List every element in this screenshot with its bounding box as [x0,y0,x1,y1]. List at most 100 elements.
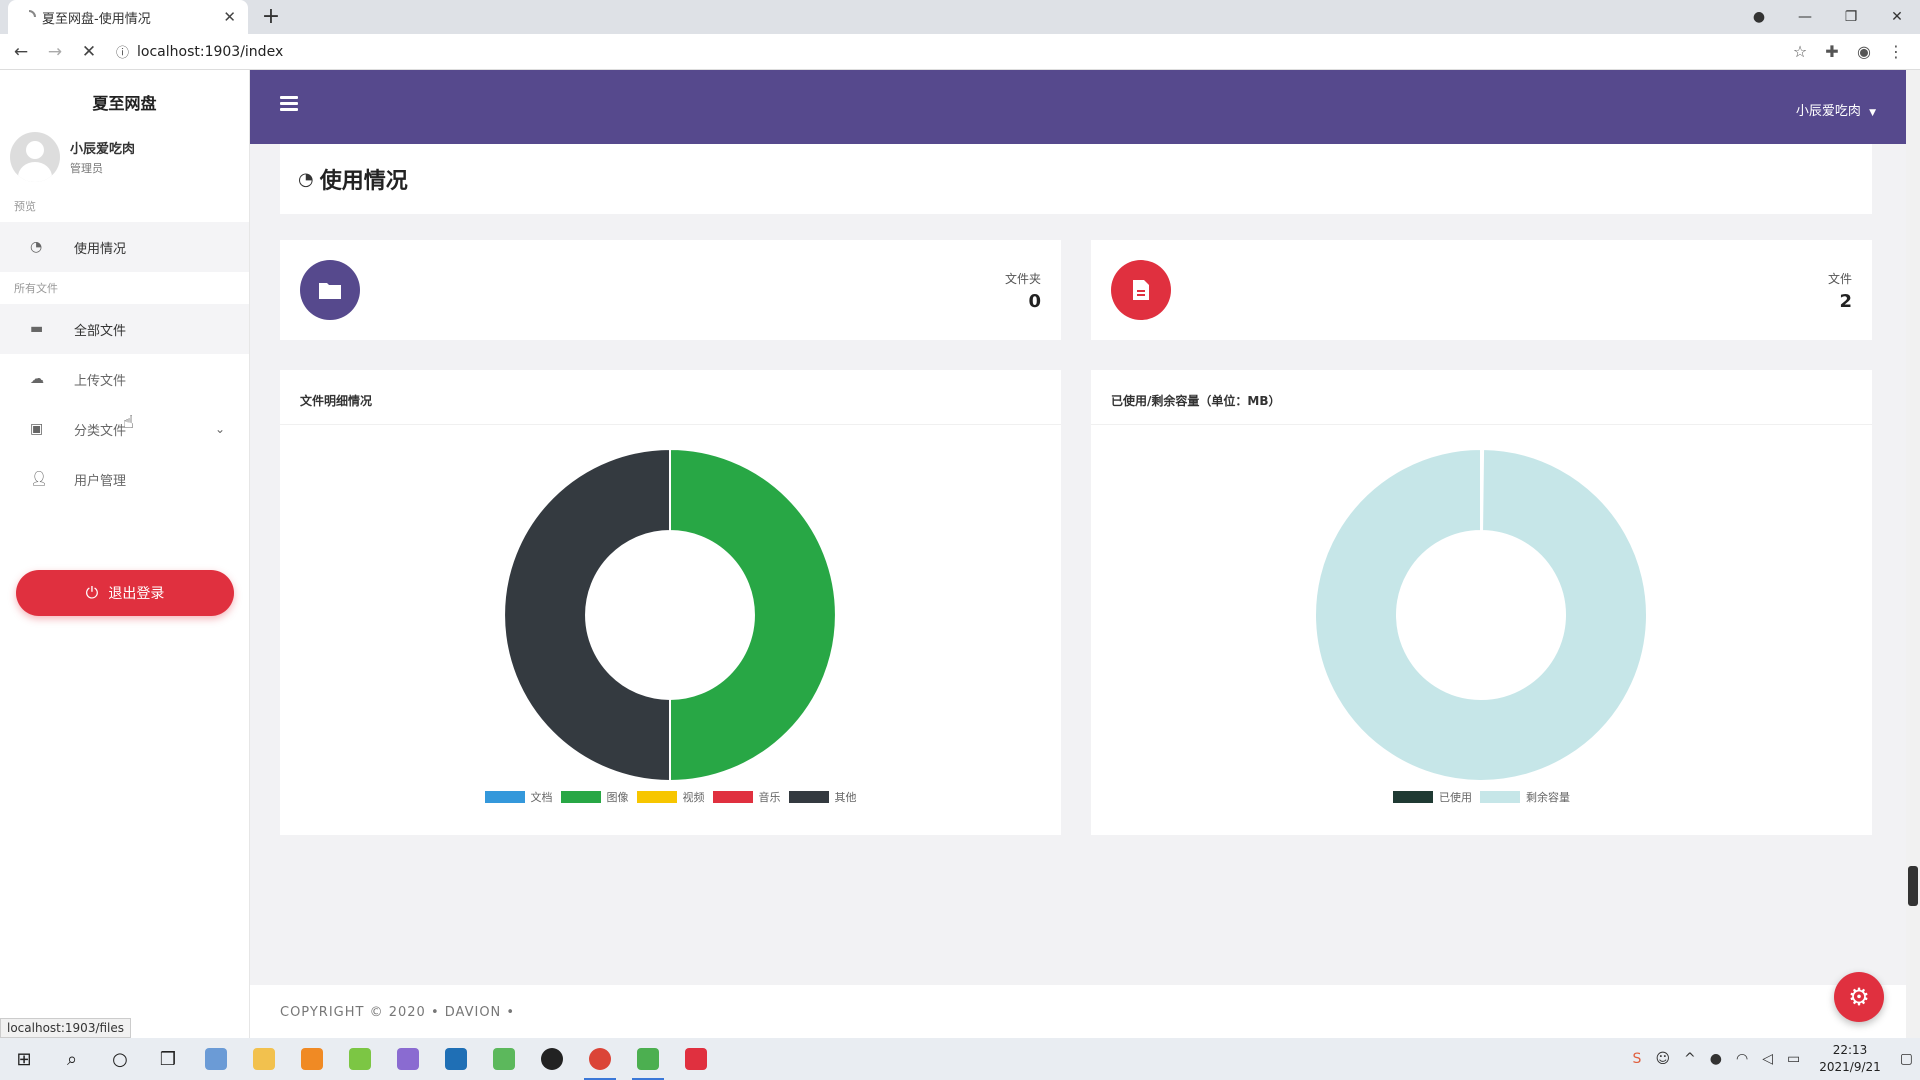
app-icon[interactable] [336,1038,384,1080]
legend-item[interactable]: 已使用 [1393,789,1472,805]
sidebar-item-label: 分类文件 [74,423,127,439]
keyboard-icon[interactable]: ▭ [1787,1051,1801,1067]
back-icon[interactable]: ← [13,41,29,62]
folder-icon [300,260,360,320]
logout-icon: ⏻ [85,583,99,602]
loading-icon [28,10,36,18]
logout-label: 退出登录 [108,586,165,602]
close-window-icon[interactable]: ✕ [1891,9,1903,25]
settings-gear-button[interactable]: ⚙ [1834,972,1884,1022]
capacity-donut-chart [1314,447,1648,782]
new-tab-button[interactable]: + [261,4,281,29]
page-header: ◔ 使用情况 [280,144,1872,214]
folder-icon: ▬ [30,321,44,337]
legend-label: 其他 [834,791,857,804]
capacity-chart-card: 已使用/剩余容量（单位：MB） 已使用 剩余容量 [1091,370,1872,835]
bookmark-star-icon[interactable]: ☆ [1792,42,1808,61]
app-icon[interactable] [288,1038,336,1080]
chart-legend: 文档 图像 视频 音乐 其他 [280,789,1061,805]
legend-swatch [484,791,525,803]
legend-item[interactable]: 文档 [484,789,553,805]
file-icon [1111,260,1171,320]
sidebar-item-users[interactable]: 👤︎ 用户管理 [0,454,249,504]
legend-item[interactable]: 剩余容量 [1480,789,1570,805]
qq-icon[interactable] [528,1038,576,1080]
chart-title: 文件明细情况 [280,370,1061,425]
legend-item[interactable]: 其他 [788,789,857,805]
stat-label: 文件 [1827,272,1852,286]
search-icon[interactable]: ⌕ [66,1048,78,1070]
sidebar-item-label: 全部文件 [74,323,127,339]
pie-slice-图像[interactable] [669,447,837,783]
logout-button[interactable]: ⏻ 退出登录 [16,570,234,616]
url-field[interactable]: ⓘ localhost:1903/index [116,38,1784,66]
caret-down-icon: ▼ [1869,108,1876,118]
restore-icon[interactable]: ❐ [1844,9,1858,25]
sidebar-item-upload[interactable]: ☁ 上传文件 [0,354,249,404]
browser-tabbar: 夏至网盘-使用情况 ✕ + ● — ❐ ✕ [0,0,1920,34]
people-icon[interactable]: ☺ [1655,1051,1671,1067]
browser-tab[interactable]: 夏至网盘-使用情况 ✕ [8,0,248,34]
legend-label: 音乐 [758,791,781,804]
chart-legend: 已使用 剩余容量 [1091,789,1872,805]
site-info-icon[interactable]: ⓘ [116,46,130,61]
app-icon[interactable] [384,1038,432,1080]
legend-swatch [712,791,753,803]
user-icon: 👤︎ [30,471,48,487]
legend-item[interactable]: 图像 [560,789,629,805]
legend-swatch [1480,791,1520,803]
section-label-files: 所有文件 [14,282,58,295]
profile-menu-icon[interactable]: ● [1752,9,1766,25]
start-icon[interactable]: ⊞ [16,1048,32,1070]
extensions-icon[interactable]: ✚ [1825,42,1839,61]
app-icon[interactable] [624,1038,672,1080]
file-detail-donut-chart [503,447,837,783]
sidebar-item-categories[interactable]: ▣ 分类文件 ⌄ [0,404,249,454]
minimize-icon[interactable]: — [1798,9,1812,25]
clock[interactable]: 22:13 2021/9/21 [1819,1042,1881,1076]
wps-icon[interactable] [672,1038,720,1080]
menu-toggle-icon[interactable] [280,96,298,112]
legend-item[interactable]: 音乐 [712,789,781,805]
qq-tray-icon[interactable]: ● [1709,1051,1722,1067]
user-menu-dropdown[interactable]: 小辰爱吃肉 ▼ [1796,100,1876,119]
top-navbar: 小辰爱吃肉 ▼ [250,70,1906,144]
sidebar: 夏至网盘 小辰爱吃肉 管理员 预览 ◔ 使用情况 所有文件 ▬ 全部文件 ☁ 上… [0,70,250,1038]
stop-loading-icon[interactable]: ✕ [81,41,97,62]
app-icon[interactable] [480,1038,528,1080]
input-method-icon[interactable]: S [1632,1051,1642,1067]
stat-value: 0 [1028,291,1041,312]
window-controls: ● — ❐ ✕ [1736,0,1920,34]
sidebar-item-usage[interactable]: ◔ 使用情况 [0,222,249,272]
file-detail-chart-card: 文件明细情况 文档 图像 视频 音乐 其他 [280,370,1061,835]
notification-icon[interactable]: ▢ [1899,1051,1913,1067]
volume-icon[interactable]: ◁ [1762,1051,1773,1067]
forward-icon[interactable]: → [47,41,63,62]
tray-expand-icon[interactable]: ^ [1684,1051,1696,1067]
pie-slice-剩余容量[interactable] [1314,447,1648,782]
app-icon[interactable] [432,1038,480,1080]
browser-menu-icon[interactable]: ⋮ [1888,42,1904,61]
pie-slice-其他[interactable] [503,447,671,783]
tab-close-icon[interactable]: ✕ [223,8,236,26]
legend-item[interactable]: 视频 [636,789,705,805]
sidebar-item-all-files[interactable]: ▬ 全部文件 [0,304,249,354]
task-view-icon[interactable]: ❒ [159,1048,177,1070]
chart-title: 已使用/剩余容量（单位：MB） [1091,370,1872,425]
legend-swatch [560,791,601,803]
file-explorer-icon[interactable] [240,1038,288,1080]
account-icon[interactable]: ◉ [1857,42,1871,61]
sidebar-item-label: 用户管理 [74,473,127,489]
folder-count-card: 文件夹 0 [280,240,1061,340]
windows-taskbar: ⊞ ⌕ ○ ❒ S ☺ ^ ● ◠ ◁ ▭ 22:13 2021/9/21 ▢ [0,1038,1920,1080]
chrome-icon[interactable] [576,1038,624,1080]
address-bar: ← → ✕ ⓘ localhost:1903/index ☆ ✚ ◉ ⋮ [0,34,1920,70]
cortana-icon[interactable]: ○ [112,1048,128,1070]
app-icon[interactable] [192,1038,240,1080]
dashboard-icon: ◔ [298,168,314,190]
user-block: 小辰爱吃肉 管理员 [10,132,249,182]
scrollbar-thumb[interactable] [1908,866,1918,906]
network-icon[interactable]: ◠ [1736,1051,1749,1067]
page-scrollbar[interactable] [1906,70,1920,1038]
copyright-text: COPYRIGHT © 2020 • DAVION • [280,1005,516,1020]
